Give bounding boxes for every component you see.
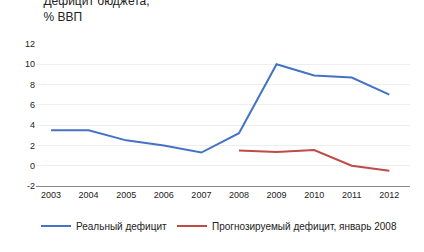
svg-text:2003: 2003 (41, 190, 61, 200)
svg-text:6: 6 (30, 100, 35, 110)
svg-text:12: 12 (25, 39, 35, 49)
svg-text:8: 8 (30, 80, 35, 90)
svg-text:2010: 2010 (304, 190, 324, 200)
svg-text:2008: 2008 (229, 190, 249, 200)
svg-text:Прогнозируемый дефицит, январь: Прогнозируемый дефицит, январь 2008 (212, 221, 397, 232)
svg-text:2: 2 (30, 141, 35, 151)
svg-text:2007: 2007 (191, 190, 211, 200)
svg-text:Реальный дефицит: Реальный дефицит (76, 221, 167, 232)
svg-text:2009: 2009 (267, 190, 287, 200)
svg-text:0: 0 (30, 161, 35, 171)
svg-text:2011: 2011 (342, 190, 361, 200)
svg-text:2006: 2006 (154, 190, 174, 200)
svg-text:2004: 2004 (79, 190, 99, 200)
svg-text:2005: 2005 (116, 190, 136, 200)
svg-text:10: 10 (25, 59, 35, 69)
svg-text:4: 4 (30, 120, 35, 130)
svg-text:2012: 2012 (379, 190, 399, 200)
svg-text:-2: -2 (27, 181, 35, 191)
svg-text:Дефицит бюджета,% ВВП: Дефицит бюджета,% ВВП (43, 0, 149, 24)
